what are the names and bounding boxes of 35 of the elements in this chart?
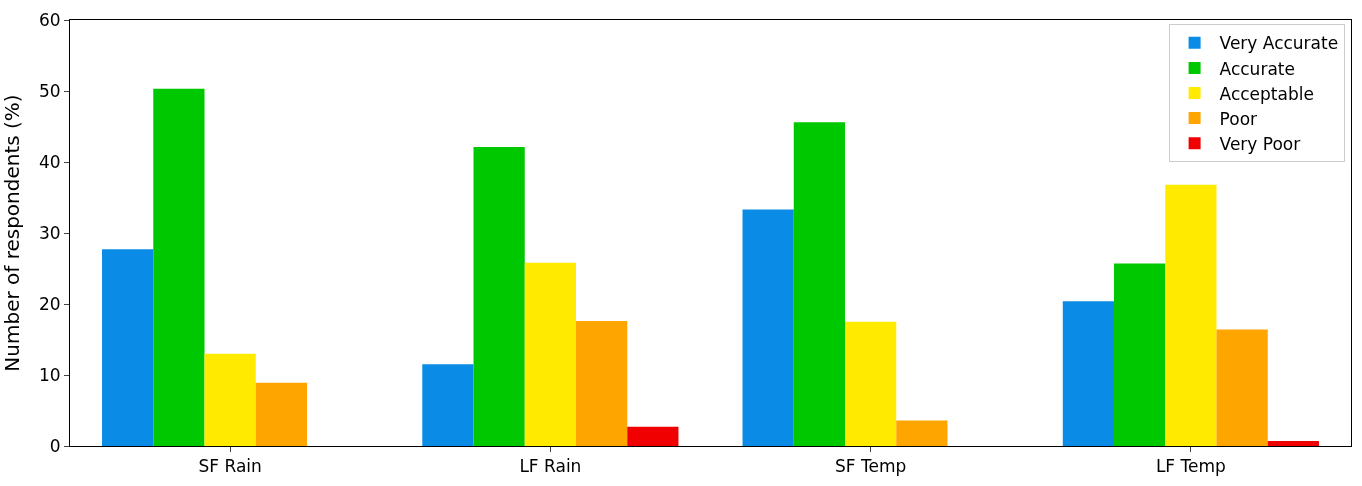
bar — [1062, 301, 1115, 446]
y-tick-label: 40 — [38, 151, 61, 172]
bar — [896, 420, 948, 446]
bar — [1216, 329, 1268, 446]
y-tick-label: 0 — [49, 435, 61, 456]
bar — [742, 209, 794, 446]
bar — [576, 321, 628, 446]
bar — [1165, 184, 1217, 446]
legend-label: Accurate — [1219, 58, 1295, 79]
bar — [102, 249, 154, 446]
x-tick-label: LF Temp — [1155, 456, 1226, 477]
y-tick-label: 30 — [38, 222, 61, 243]
bar — [473, 147, 525, 446]
bar — [845, 321, 897, 446]
bar — [204, 353, 256, 446]
bar — [255, 382, 307, 446]
legend-label: Poor — [1219, 108, 1258, 129]
bar — [422, 364, 474, 446]
bar — [153, 88, 205, 446]
y-tick-label: 20 — [38, 293, 61, 314]
x-tick-label: LF Rain — [519, 456, 582, 477]
legend-label: Very Accurate — [1219, 33, 1339, 54]
bar — [1114, 263, 1166, 446]
y-tick-label: 50 — [38, 80, 61, 101]
x-tick-label: SF Rain — [198, 456, 262, 477]
y-tick-label: 60 — [38, 9, 61, 30]
legend-label: Acceptable — [1219, 83, 1314, 104]
bar — [627, 426, 679, 446]
bar — [793, 122, 846, 446]
y-tick-label: 10 — [38, 364, 61, 385]
bar — [1267, 441, 1319, 446]
y-axis-title: Number of respondents (%) — [0, 94, 24, 372]
bar — [524, 262, 576, 446]
x-tick-label: SF Temp — [834, 456, 907, 477]
legend-label: Very Poor — [1219, 133, 1301, 154]
